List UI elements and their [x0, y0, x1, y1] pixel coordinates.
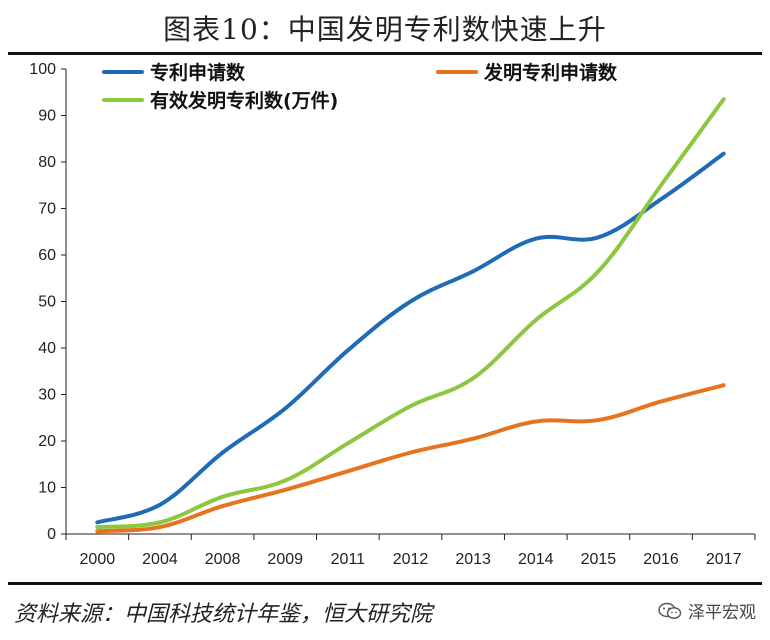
- wechat-icon: [658, 602, 682, 619]
- bottom-divider: [8, 582, 762, 585]
- top-divider: [8, 52, 762, 55]
- watermark: 泽平宏观: [658, 598, 756, 623]
- y-tick-label: 10: [38, 480, 56, 497]
- watermark-label: 泽平宏观: [688, 603, 756, 623]
- chart-axes: 0 10 20 30 40 50 60 70 80 90 100 2000 2004 2008 2009 20…: [29, 61, 756, 568]
- x-tick-label: 2017: [706, 551, 742, 568]
- y-tick-label: 30: [38, 387, 56, 404]
- x-tick-label: 2011: [331, 551, 366, 568]
- y-tick-label: 70: [38, 201, 56, 218]
- series-line-3: [95, 97, 726, 530]
- y-tick-label: 90: [38, 108, 56, 125]
- x-tick-label: 2015: [581, 551, 617, 568]
- chart-title: 图表10：中国发明专利数快速上升: [163, 13, 607, 46]
- y-tick-label: 40: [38, 340, 56, 357]
- x-tick-label: 2013: [455, 551, 491, 568]
- chart-series: [95, 97, 726, 534]
- y-tick-label: 100: [29, 61, 56, 78]
- x-tick-label: 2009: [267, 551, 303, 568]
- y-tick-label: 0: [47, 526, 56, 543]
- x-tick-label: 2016: [643, 551, 679, 568]
- x-tick-label: 2004: [142, 551, 178, 568]
- legend-label-3: 有效发明专利数(万件): [150, 89, 338, 112]
- legend-label-1: 专利申请数: [150, 61, 246, 84]
- source-note: 资料来源：中国科技统计年鉴，恒大研究院: [14, 602, 433, 627]
- y-tick-label: 20: [38, 433, 56, 450]
- x-tick-label: 2014: [518, 551, 554, 568]
- x-tick-label: 2008: [205, 551, 241, 568]
- legend-label-2: 发明专利申请数: [483, 61, 618, 84]
- y-tick-label: 60: [38, 247, 56, 264]
- x-tick-label: 2000: [80, 551, 116, 568]
- series-line-1: [95, 151, 726, 525]
- y-tick-label: 50: [38, 294, 56, 311]
- x-tick-label: 2012: [393, 551, 429, 568]
- y-tick-label: 80: [38, 154, 56, 171]
- series-line-2: [95, 383, 726, 534]
